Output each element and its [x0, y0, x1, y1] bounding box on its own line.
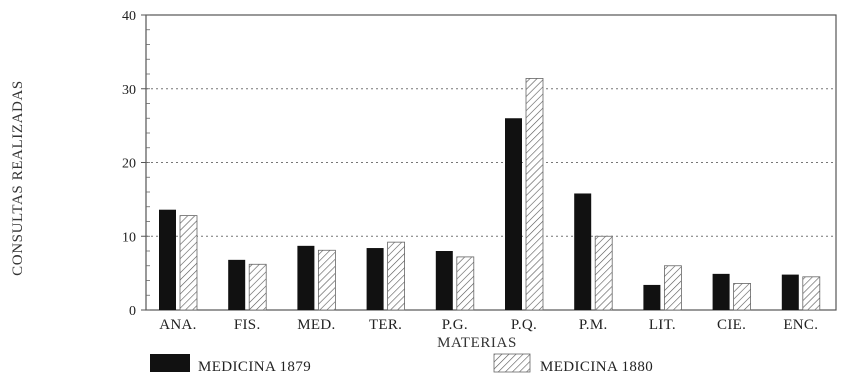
- x-tick-label: ANA.: [159, 317, 196, 333]
- bar-1880: [387, 241, 406, 311]
- bar-1879: [574, 193, 592, 310]
- legend-swatch-medicina-1880: [493, 353, 531, 373]
- x-tick-label: TER.: [369, 317, 402, 333]
- legend-swatch-medicina-1879: [150, 354, 190, 372]
- bar-1880: [733, 283, 751, 311]
- bar-1880: [594, 235, 613, 311]
- bar-1879: [435, 251, 453, 310]
- x-axis-title: MATERIAS: [437, 335, 517, 351]
- bar-1879: [505, 118, 522, 310]
- y-tick-label: 30: [122, 83, 136, 98]
- y-axis: 0 10 20 30 40: [122, 9, 150, 319]
- bar-1879: [297, 245, 315, 310]
- bar-1880: [248, 263, 267, 311]
- x-tick-label: LIT.: [649, 317, 676, 333]
- gridlines: [146, 88, 836, 237]
- bar-1879: [366, 248, 384, 310]
- y-tick-label: 20: [122, 157, 136, 172]
- bar-1879: [781, 274, 799, 310]
- legend-label-medicina-1879: MEDICINA 1879: [198, 359, 311, 375]
- y-tick-label: 0: [129, 304, 136, 319]
- y-tick-label: 40: [122, 9, 136, 24]
- x-tick-label: P.Q.: [511, 317, 537, 333]
- bar-1880: [456, 256, 475, 311]
- x-tick-label: P.M.: [579, 317, 608, 333]
- y-axis-title: CONSULTAS REALIZADAS: [10, 80, 26, 276]
- legend-label-medicina-1880: MEDICINA 1880: [540, 359, 653, 375]
- y-tick-label: 10: [122, 230, 136, 245]
- bar-1880: [179, 215, 198, 311]
- x-tick-label: ENC.: [783, 317, 818, 333]
- x-axis: ANA. FIS. MED. TER. P.G. P.Q. P.M. LIT. CIE. ENC.: [159, 317, 818, 333]
- bar-1879: [643, 284, 661, 310]
- bar-1879: [712, 273, 730, 310]
- bar-1880: [525, 78, 544, 311]
- bar-1880: [317, 249, 336, 311]
- legend: MEDICINA 1879 MEDICINA 1880: [150, 353, 653, 375]
- bars: [159, 78, 821, 311]
- x-tick-label: P.G.: [442, 317, 468, 333]
- bar-1879: [159, 209, 176, 310]
- x-tick-label: MED.: [297, 317, 335, 333]
- bar-1880: [802, 276, 821, 311]
- x-tick-label: CIE.: [717, 317, 746, 333]
- bar-1880: [664, 265, 682, 311]
- bar-1879: [228, 259, 246, 310]
- x-tick-label: FIS.: [234, 317, 261, 333]
